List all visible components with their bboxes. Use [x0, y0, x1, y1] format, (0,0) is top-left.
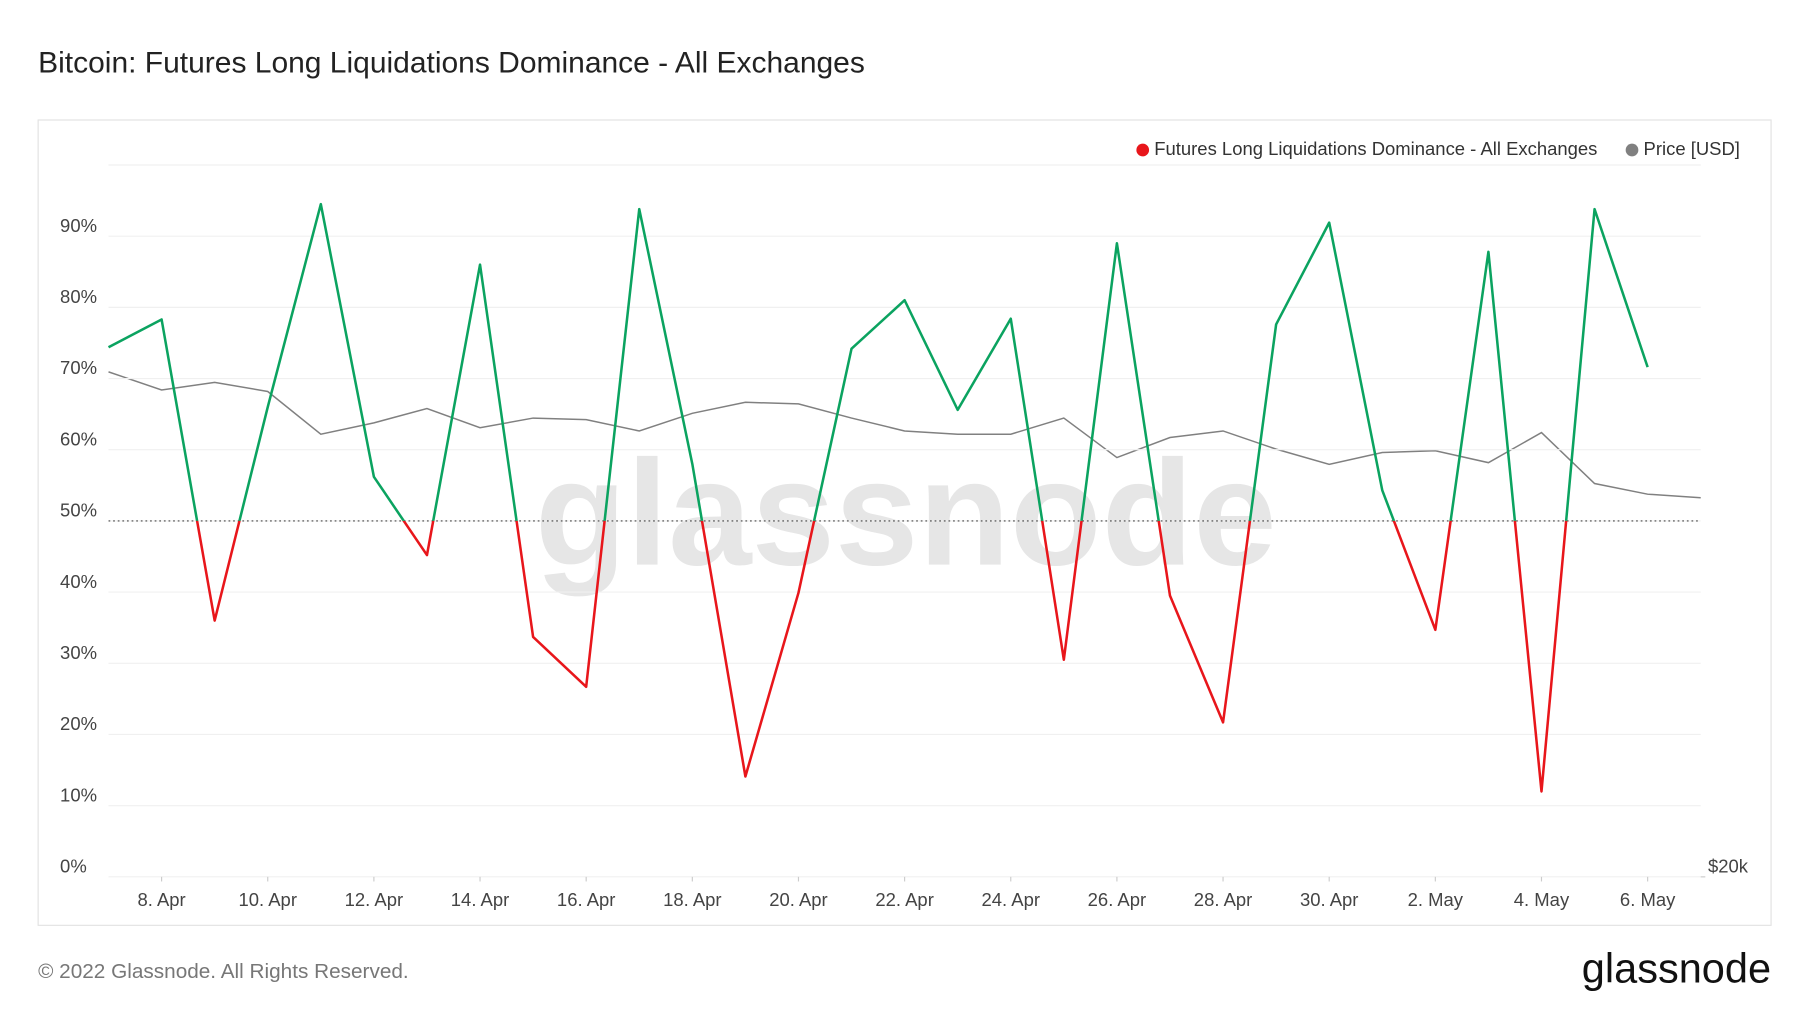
y-tick-label: 80%	[60, 286, 97, 307]
y-tick-label: 30%	[60, 642, 97, 663]
x-tick-label: 6. May	[1620, 889, 1676, 910]
plot-frame	[37, 119, 1772, 926]
y-tick-label: 60%	[60, 428, 97, 449]
x-tick-label: 26. Apr	[1088, 889, 1146, 910]
y-tick-label: 20%	[60, 713, 97, 734]
series-line	[108, 371, 1701, 499]
y-tick-label: 70%	[60, 357, 97, 378]
chart-title: Bitcoin: Futures Long Liquidations Domin…	[38, 47, 865, 80]
x-tick-label: 14. Apr	[451, 889, 509, 910]
brand: glassnode	[1582, 944, 1771, 991]
x-tick-label: 4. May	[1514, 889, 1570, 910]
series-line-above	[107, 202, 1649, 521]
y-tick-label: 90%	[60, 215, 97, 236]
legend-marker	[1136, 143, 1150, 157]
x-tick-label: 28. Apr	[1194, 889, 1252, 910]
x-tick-label: 10. Apr	[238, 889, 296, 910]
y-tick-label: 50%	[60, 500, 97, 521]
y-tick-label: 40%	[60, 571, 97, 592]
x-tick-label: 16. Apr	[557, 889, 615, 910]
x-tick-label: 8. Apr	[137, 889, 185, 910]
y2-tick-label: $20k	[1708, 856, 1749, 877]
x-tick-label: 12. Apr	[345, 889, 403, 910]
x-tick-label: 2. May	[1408, 889, 1464, 910]
y-tick-label: 10%	[60, 784, 97, 805]
x-tick-label: 20. Apr	[769, 889, 827, 910]
legend-label: Futures Long Liquidations Dominance - Al…	[1154, 138, 1597, 159]
legend-label: Price [USD]	[1644, 138, 1740, 159]
legend-marker	[1625, 143, 1639, 157]
watermark: glassnode	[535, 429, 1277, 597]
x-tick-label: 18. Apr	[663, 889, 721, 910]
footer: © 2022 Glassnode. All Rights Reserved.	[38, 960, 409, 983]
x-tick-label: 22. Apr	[875, 889, 933, 910]
x-tick-label: 30. Apr	[1300, 889, 1358, 910]
y-tick-label: 0%	[60, 856, 87, 877]
x-tick-label: 24. Apr	[982, 889, 1040, 910]
